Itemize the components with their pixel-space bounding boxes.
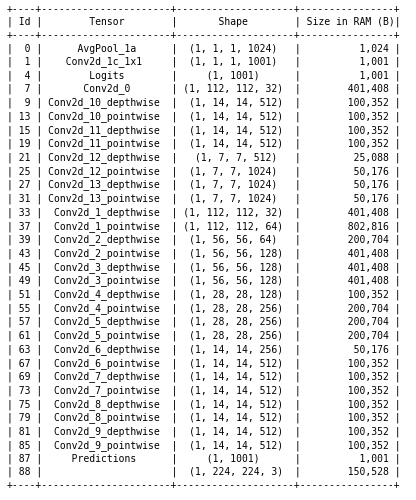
Text: +----+----------------------+--------------------+----------------+
| Id |      : +----+----------------------+-----------… (7, 4, 400, 490)
